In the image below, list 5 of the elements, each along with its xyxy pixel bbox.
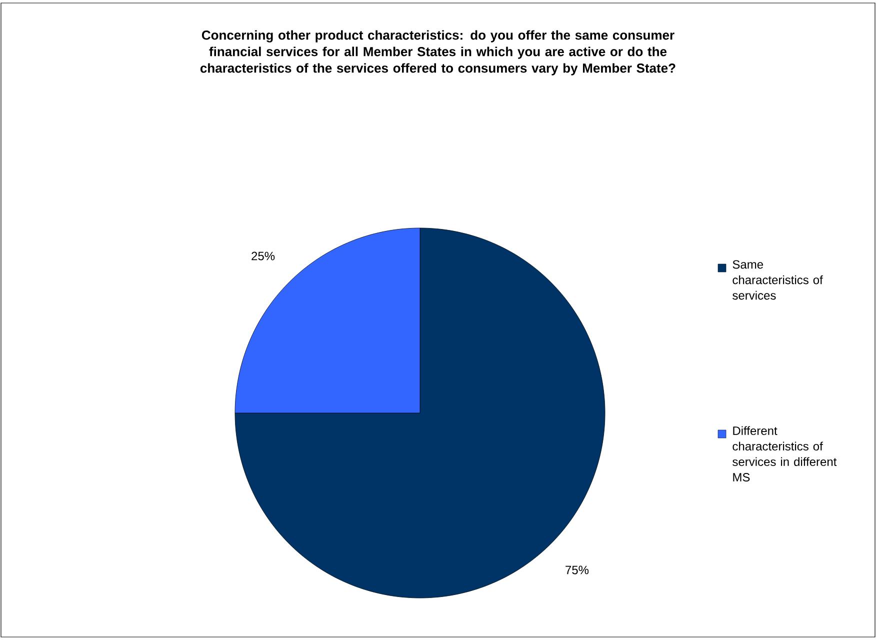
data-label: 25%: [252, 252, 275, 260]
legend-label: Different characteristics of services in different MS: [732, 426, 837, 482]
chart-title: Concerning other product characteristics: do you offer the same consumer financial services for all Member States in which you are active or do the characteristics of the services offered to consumers vary by Member State?: [200, 30, 676, 76]
data-label: 75%: [566, 566, 589, 574]
legend-label: Same characteristics of services: [732, 260, 823, 300]
